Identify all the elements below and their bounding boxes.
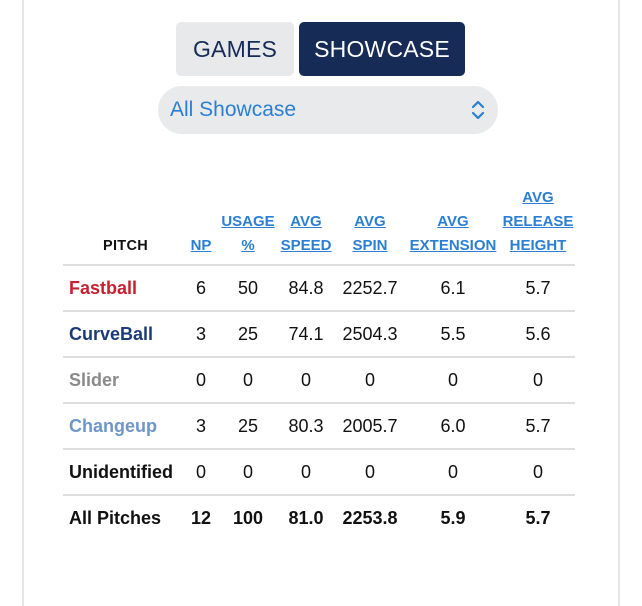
speed-cell: 0 (277, 448, 335, 495)
pitch-name: CurveBall (63, 310, 183, 357)
extension-cell: 5.9 (405, 494, 501, 541)
sort-avg-release-height-link[interactable]: AVG RELEASE HEIGHT (502, 189, 574, 254)
table-row: Fastball 6 50 84.8 2252.7 6.1 5.7 (63, 264, 575, 311)
release-height-cell: 5.7 (501, 402, 575, 449)
speed-cell: 81.0 (277, 494, 335, 541)
pitch-name: Unidentified (63, 448, 183, 495)
header-avg-extension: AVG EXTENSION (405, 186, 501, 265)
usage-cell: 25 (219, 310, 277, 357)
spin-cell: 2252.7 (335, 264, 405, 311)
spin-cell: 0 (335, 448, 405, 495)
table-header-row: PITCH NP USAGE% AVG SPEED AVG SPIN AVG EXTE… (63, 186, 575, 265)
header-np: NP (183, 186, 219, 265)
sort-usage-link[interactable]: USAGE% (221, 213, 275, 254)
header-avg-speed: AVG SPEED (277, 186, 335, 265)
release-height-cell: 5.7 (501, 494, 575, 541)
showcase-select[interactable]: All Showcase (158, 86, 498, 134)
np-cell: 12 (183, 494, 219, 541)
totals-row: All Pitches 12 100 81.0 2253.8 5.9 5.7 (63, 494, 575, 541)
tab-games[interactable]: GAMES (176, 22, 294, 76)
np-cell: 0 (183, 448, 219, 495)
header-pitch: PITCH (103, 238, 148, 254)
header-avg-spin: AVG SPIN (335, 186, 405, 265)
usage-cell: 0 (219, 356, 277, 403)
chevron-up-down-icon (471, 100, 485, 120)
header-usage: USAGE% (219, 186, 277, 265)
header-avg-release-height: AVG RELEASE HEIGHT (501, 186, 575, 265)
content-panel (22, 0, 620, 606)
view-tabs: GAMES SHOWCASE (176, 22, 465, 76)
pitch-name: Changeup (63, 402, 183, 449)
extension-cell: 5.5 (405, 310, 501, 357)
usage-cell: 100 (219, 494, 277, 541)
pitch-name: Fastball (63, 264, 183, 311)
spin-cell: 2005.7 (335, 402, 405, 449)
sort-avg-spin-link[interactable]: AVG SPIN (352, 213, 388, 254)
np-cell: 3 (183, 402, 219, 449)
showcase-select-value: All Showcase (170, 98, 297, 121)
sort-avg-extension-link[interactable]: AVG EXTENSION (409, 213, 497, 254)
extension-cell: 6.1 (405, 264, 501, 311)
speed-cell: 84.8 (277, 264, 335, 311)
spin-cell: 0 (335, 356, 405, 403)
speed-cell: 80.3 (277, 402, 335, 449)
extension-cell: 0 (405, 448, 501, 495)
usage-cell: 0 (219, 448, 277, 495)
extension-cell: 0 (405, 356, 501, 403)
release-height-cell: 5.6 (501, 310, 575, 357)
np-cell: 3 (183, 310, 219, 357)
sort-avg-speed-link[interactable]: AVG SPEED (280, 213, 332, 254)
table-row: Unidentified 0 0 0 0 0 0 (63, 448, 575, 495)
table-row: Changeup 3 25 80.3 2005.7 6.0 5.7 (63, 402, 575, 449)
release-height-cell: 0 (501, 448, 575, 495)
speed-cell: 74.1 (277, 310, 335, 357)
spin-cell: 2253.8 (335, 494, 405, 541)
pitch-stats-table: PITCH NP USAGE% AVG SPEED AVG SPIN AVG EXTE… (63, 186, 575, 541)
usage-cell: 50 (219, 264, 277, 311)
speed-cell: 0 (277, 356, 335, 403)
spin-cell: 2504.3 (335, 310, 405, 357)
extension-cell: 6.0 (405, 402, 501, 449)
release-height-cell: 5.7 (501, 264, 575, 311)
np-cell: 6 (183, 264, 219, 311)
sort-np-link[interactable]: NP (190, 237, 212, 254)
table-row: CurveBall 3 25 74.1 2504.3 5.5 5.6 (63, 310, 575, 357)
table-row: Slider 0 0 0 0 0 0 (63, 356, 575, 403)
release-height-cell: 0 (501, 356, 575, 403)
pitch-name: Slider (63, 356, 183, 403)
usage-cell: 25 (219, 402, 277, 449)
np-cell: 0 (183, 356, 219, 403)
tab-showcase[interactable]: SHOWCASE (299, 22, 465, 76)
pitch-name: All Pitches (63, 494, 183, 541)
